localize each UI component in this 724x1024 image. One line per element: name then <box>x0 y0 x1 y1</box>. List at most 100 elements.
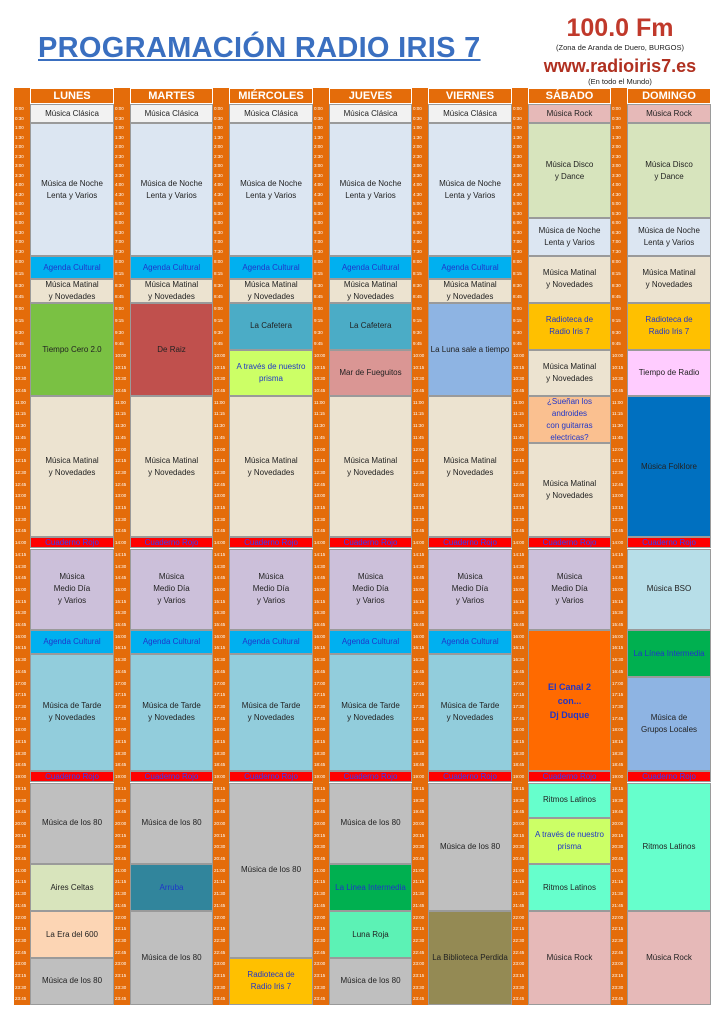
time-label: 6:30 <box>214 229 223 235</box>
time-label: 13:15 <box>513 505 525 511</box>
time-label: 22:15 <box>612 926 624 932</box>
time-label: 20:00 <box>612 820 624 826</box>
time-label: 4:00 <box>314 182 323 188</box>
time-label: 15:45 <box>413 622 425 628</box>
program: Música de Tarde y Novedades <box>130 653 213 771</box>
program: Música Matinal y Novedades <box>130 279 213 303</box>
program: Música Matinal y Novedades <box>130 396 213 537</box>
time-label: 8:00 <box>115 259 124 265</box>
time-label: 14:15 <box>314 551 326 557</box>
time-label: 8:45 <box>15 294 24 300</box>
time-label: 6:30 <box>513 229 522 235</box>
time-label: 5:30 <box>214 210 223 216</box>
time-label: 8:15 <box>413 271 422 277</box>
time-label: 10:15 <box>115 364 127 370</box>
time-label: 19:45 <box>413 809 425 815</box>
time-label: 11:45 <box>612 434 623 440</box>
time-label: 18:45 <box>513 762 525 768</box>
time-label: 22:30 <box>15 937 27 943</box>
program: Música Medio Día y Varios <box>229 548 313 631</box>
program: Música de Noche Lenta y Varios <box>528 218 611 256</box>
time-label: 19:30 <box>214 797 226 803</box>
program: El Canal 2 con... Dj Duque <box>528 630 611 771</box>
time-label: 19:30 <box>413 797 425 803</box>
time-label: 2:00 <box>115 144 124 150</box>
time-label: 21:15 <box>413 879 425 885</box>
time-label: 13:15 <box>15 505 27 511</box>
time-label: 20:30 <box>15 844 27 850</box>
time-label: 7:00 <box>413 239 422 245</box>
time-label: 22:00 <box>15 914 27 920</box>
time-label: 0:30 <box>413 115 422 121</box>
time-label: 14:00 <box>214 540 226 546</box>
time-label: 21:00 <box>15 867 27 873</box>
time-label: 15:45 <box>214 622 226 628</box>
time-label: 3:30 <box>413 172 422 178</box>
time-label: 21:30 <box>513 891 525 897</box>
time-label: 9:45 <box>314 341 323 347</box>
time-label: 20:00 <box>314 820 326 826</box>
time-label: 1:30 <box>214 134 223 140</box>
time-label: 4:00 <box>115 182 124 188</box>
program: Música de Grupos Locales <box>627 677 711 771</box>
time-label: 8:15 <box>115 271 124 277</box>
time-label: 13:45 <box>115 528 127 534</box>
program: Música Matinal y Novedades <box>229 396 313 537</box>
time-label: 21:45 <box>413 902 425 908</box>
program: Luna Roja <box>329 911 412 958</box>
program: Música Rock <box>627 911 711 1005</box>
time-label: 21:00 <box>413 867 425 873</box>
time-label: 23:45 <box>115 996 127 1002</box>
time-label: 2:30 <box>612 153 621 159</box>
time-label: 11:00 <box>214 399 225 405</box>
day-header: DOMINGO <box>627 88 711 104</box>
time-label: 3:00 <box>214 163 223 169</box>
time-label: 15:15 <box>612 598 624 604</box>
time-label: 13:00 <box>15 493 27 499</box>
time-label: 23:15 <box>314 973 326 979</box>
program: Música Matinal y Novedades <box>30 396 114 537</box>
program: Música Matinal y Novedades <box>428 279 512 303</box>
time-label: 23:00 <box>15 961 27 967</box>
time-label: 11:15 <box>612 411 623 417</box>
time-label: 1:30 <box>513 134 522 140</box>
time-label: 5:30 <box>413 210 422 216</box>
time-label: 13:15 <box>214 505 226 511</box>
time-label: 3:00 <box>15 163 24 169</box>
time-label: 12:45 <box>214 481 226 487</box>
time-label: 15:00 <box>115 586 127 592</box>
time-label: 18:30 <box>314 750 326 756</box>
time-label: 16:00 <box>612 633 624 639</box>
time-label: 16:30 <box>513 657 525 663</box>
program: Música de los 80 <box>329 958 412 1005</box>
time-label: 21:30 <box>115 891 127 897</box>
program: Agenda Cultural <box>428 256 512 280</box>
time-label: 5:00 <box>413 201 422 207</box>
time-label: 14:45 <box>15 575 27 581</box>
program: Música de Noche Lenta y Varios <box>229 123 313 256</box>
program: Tiempo Cero 2.0 <box>30 302 114 397</box>
time-label: 13:00 <box>612 493 624 499</box>
time-label: 8:30 <box>513 282 522 288</box>
time-label: 18:15 <box>15 739 27 745</box>
time-label: 19:15 <box>214 785 226 791</box>
time-label: 12:45 <box>513 481 525 487</box>
program: Música BSO <box>627 548 711 631</box>
time-label: 8:00 <box>15 259 24 265</box>
time-label: 13:30 <box>314 516 326 522</box>
time-label: 8:00 <box>513 259 522 265</box>
time-label: 15:30 <box>413 610 425 616</box>
program: Música Matinal y Novedades <box>528 349 611 397</box>
day-header: MIÉRCOLES <box>229 88 313 104</box>
time-label: 5:00 <box>15 201 24 207</box>
program: Música de los 80 <box>30 958 114 1005</box>
time-column <box>412 88 428 1005</box>
time-label: 19:00 <box>314 774 326 780</box>
time-label: 11:30 <box>314 423 325 429</box>
time-column <box>14 88 30 1005</box>
time-label: 11:15 <box>413 411 424 417</box>
program: Cuaderno Rojo <box>627 770 711 783</box>
time-label: 10:15 <box>214 364 226 370</box>
time-label: 20:45 <box>15 856 27 862</box>
time-label: 19:00 <box>214 774 226 780</box>
